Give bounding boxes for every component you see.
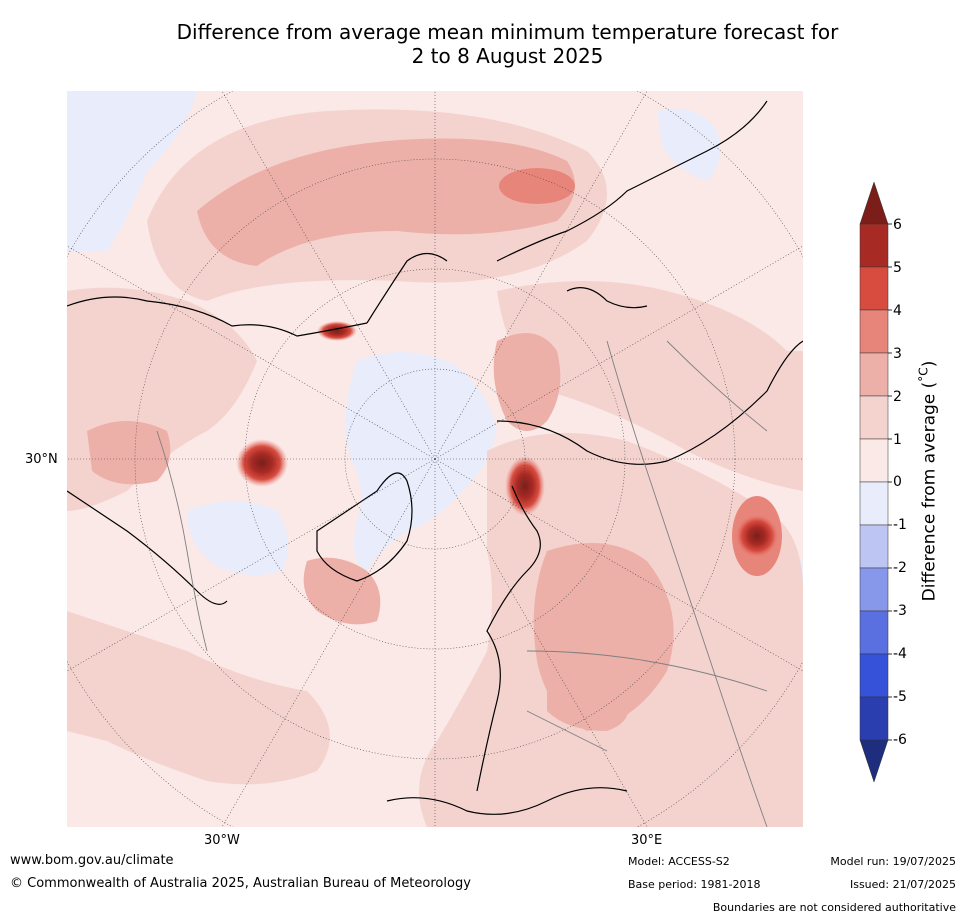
colorbar-tick: 6: [893, 217, 902, 233]
colorbar-tick: 4: [893, 303, 902, 319]
anomaly-hotspot-canada: [236, 439, 288, 487]
country-borders: [156, 340, 768, 827]
footer-base-period: Base period: 1981-2018: [628, 878, 761, 891]
anomaly-region-pos2-canada: [87, 421, 171, 485]
map-title: Difference from average mean minimum tem…: [60, 20, 955, 68]
latitude-label-30n: 30°N: [25, 452, 58, 467]
colorbar-bin: [859, 567, 889, 612]
colorbar-bin: [859, 266, 889, 311]
title-line-2: 2 to 8 August 2025: [411, 44, 604, 68]
colorbar-tick: -3: [893, 603, 907, 619]
colorbar-bin: [859, 309, 889, 354]
anomaly-region-neg-pacific: [67, 91, 197, 251]
colorbar-tick: 5: [893, 260, 902, 276]
colorbar-tick: 3: [893, 346, 902, 362]
colorbar-bin: [859, 653, 889, 698]
colorbar-label: Difference from average (°C): [917, 361, 940, 602]
colorbar-tick: -4: [893, 646, 907, 662]
colorbar-tick: -5: [893, 689, 907, 705]
colorbar-tick: 2: [893, 389, 902, 405]
anomaly-region-pos2-greenland: [303, 557, 381, 625]
footer-site-link[interactable]: www.bom.gov.au/climate: [10, 853, 174, 868]
title-line-1: Difference from average mean minimum tem…: [176, 20, 839, 44]
colorbar-tick: -1: [893, 517, 907, 533]
colorbar-bin: [859, 352, 889, 397]
anomaly-region-neg-arctic: [345, 352, 497, 571]
colorbar-tick: -2: [893, 560, 907, 576]
footer-issued: Issued: 21/07/2025: [849, 878, 956, 891]
anomaly-hotspot-scandinavia: [505, 456, 545, 516]
longitude-label-30e: 30°E: [631, 833, 663, 848]
footer-disclaimer: Boundaries are not considered authoritat…: [712, 901, 956, 914]
colorbar-label-prefix: Difference from average (: [919, 381, 940, 602]
longitude-label-30w: 30°W: [204, 833, 240, 848]
colorbar-bin: [859, 696, 889, 741]
colorbar-tick: 1: [893, 432, 902, 448]
colorbar-tick: 0: [893, 474, 902, 490]
colorbar-tick: -6: [893, 732, 907, 748]
colorbar-bin: [859, 223, 889, 268]
colorbar-extend-max: [859, 181, 889, 225]
anomaly-region-pos1-atlantic: [67, 611, 330, 785]
colorbar-extend-min: [859, 739, 889, 783]
footer-model-run: Model run: 19/07/2025: [830, 855, 956, 868]
forecast-map: [67, 91, 803, 827]
anomaly-hotspot-pacific: [317, 321, 357, 341]
anomaly-region-neg-siberia: [657, 108, 721, 181]
footer-copyright: © Commonwealth of Australia 2025, Austra…: [10, 876, 471, 891]
colorbar-bin: [859, 610, 889, 655]
colorbar-bin: [859, 438, 889, 483]
anomaly-region-pos1-siberia: [497, 281, 803, 491]
anomaly-region-pos2-north-pacific: [197, 138, 575, 266]
anomaly-region-pos3-pacific: [499, 168, 575, 204]
graticule: [67, 91, 803, 827]
anomaly-region-pos2-scandinavia: [493, 333, 561, 431]
colorbar-bin: [859, 481, 889, 526]
colorbar: [859, 181, 892, 783]
colorbar-bin: [859, 524, 889, 569]
colorbar-label-suffix: ): [919, 360, 940, 368]
footer-model: Model: ACCESS-S2: [628, 855, 730, 868]
anomaly-region-neg-hudson: [187, 501, 289, 575]
coastlines: [67, 100, 803, 815]
anomaly-hotspot-asia: [735, 514, 779, 558]
colorbar-label-unit: °C: [916, 367, 931, 382]
anomaly-region-pos2-middle-east: [547, 661, 630, 731]
colorbar-bin: [859, 395, 889, 440]
